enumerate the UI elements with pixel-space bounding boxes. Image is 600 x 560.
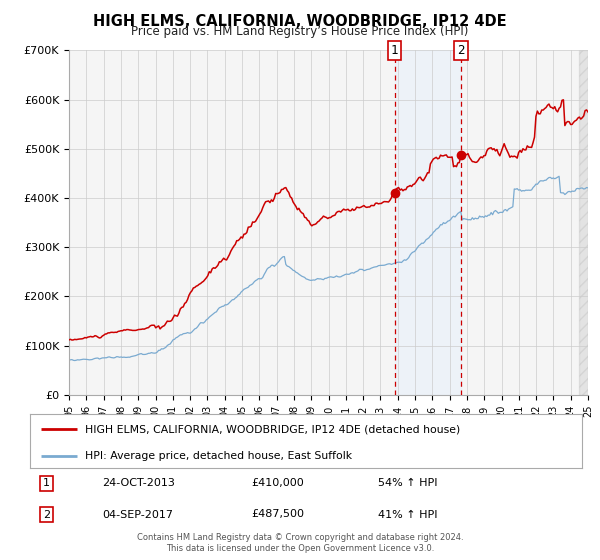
Text: 04-SEP-2017: 04-SEP-2017 xyxy=(102,510,173,520)
Bar xyxy=(395,50,461,395)
Text: This data is licensed under the Open Government Licence v3.0.: This data is licensed under the Open Gov… xyxy=(166,544,434,553)
Text: HPI: Average price, detached house, East Suffolk: HPI: Average price, detached house, East… xyxy=(85,451,352,461)
Text: 1: 1 xyxy=(391,44,398,57)
Text: Contains HM Land Registry data © Crown copyright and database right 2024.: Contains HM Land Registry data © Crown c… xyxy=(137,533,463,542)
Text: 1: 1 xyxy=(43,478,50,488)
Text: 2: 2 xyxy=(458,44,465,57)
Text: £487,500: £487,500 xyxy=(251,510,304,520)
Text: Price paid vs. HM Land Registry’s House Price Index (HPI): Price paid vs. HM Land Registry’s House … xyxy=(131,25,469,38)
Text: 54% ↑ HPI: 54% ↑ HPI xyxy=(378,478,437,488)
Text: 24-OCT-2013: 24-OCT-2013 xyxy=(102,478,175,488)
Bar xyxy=(580,50,588,395)
Text: HIGH ELMS, CALIFORNIA, WOODBRIDGE, IP12 4DE (detached house): HIGH ELMS, CALIFORNIA, WOODBRIDGE, IP12 … xyxy=(85,424,460,435)
Text: HIGH ELMS, CALIFORNIA, WOODBRIDGE, IP12 4DE: HIGH ELMS, CALIFORNIA, WOODBRIDGE, IP12 … xyxy=(93,14,507,29)
Text: 2: 2 xyxy=(43,510,50,520)
Text: £410,000: £410,000 xyxy=(251,478,304,488)
Text: 41% ↑ HPI: 41% ↑ HPI xyxy=(378,510,437,520)
